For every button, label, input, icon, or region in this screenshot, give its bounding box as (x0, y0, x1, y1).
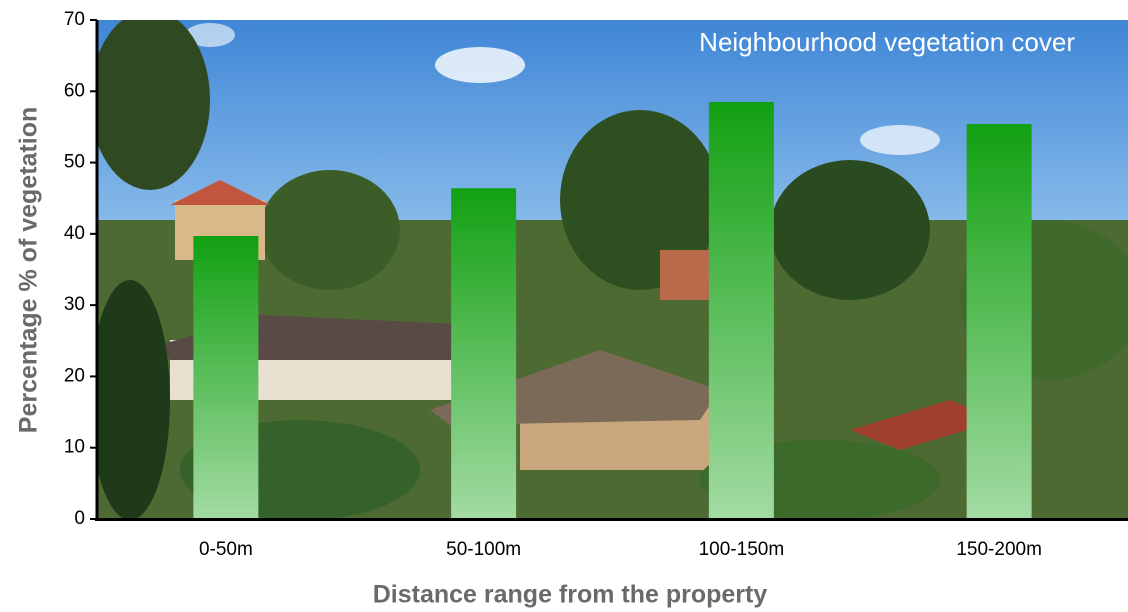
background-photo (97, 20, 1128, 519)
x-tick-label: 150-200m (956, 539, 1042, 560)
y-axis-title: Percentage % of vegetation (15, 107, 43, 433)
y-tick-label: 20 (64, 365, 85, 386)
y-tick-label: 40 (64, 223, 85, 244)
bar (193, 235, 259, 519)
y-tick-label: 70 (64, 9, 85, 30)
y-tick-label: 0 (74, 508, 85, 529)
bar (708, 101, 774, 519)
x-tick-label: 50-100m (446, 539, 521, 560)
y-tick-label: 10 (64, 437, 85, 458)
y-tick-label: 60 (64, 80, 85, 101)
x-axis-title: Distance range from the property (373, 581, 768, 609)
x-tick-label: 0-50m (199, 539, 253, 560)
x-tick-label: 100-150m (699, 539, 785, 560)
y-tick-label: 50 (64, 152, 85, 173)
bar (451, 188, 517, 519)
y-tick-label: 30 (64, 294, 85, 315)
chart-title: Neighbourhood vegetation cover (699, 27, 1075, 57)
bar (966, 124, 1032, 519)
